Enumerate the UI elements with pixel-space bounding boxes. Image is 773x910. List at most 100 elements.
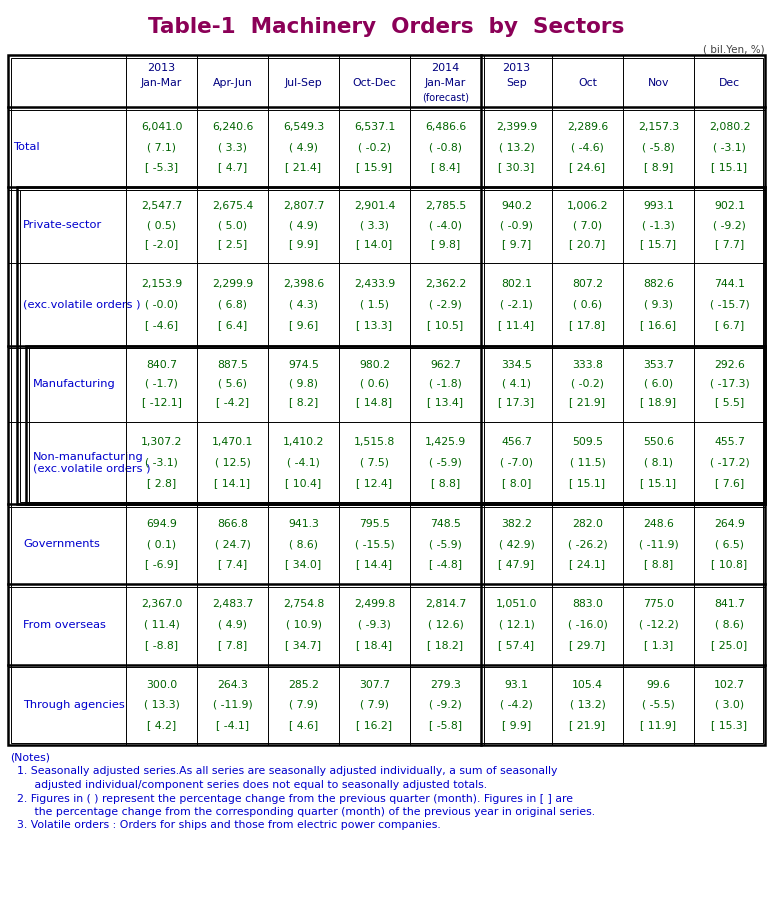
Text: 6,549.3: 6,549.3 — [283, 122, 324, 132]
Text: adjusted individual/component series does not equal to seasonally adjusted total: adjusted individual/component series doe… — [10, 780, 487, 790]
Text: 6,486.6: 6,486.6 — [425, 122, 466, 132]
Text: 456.7: 456.7 — [501, 437, 532, 447]
Text: 694.9: 694.9 — [146, 519, 177, 529]
Text: Sep: Sep — [506, 78, 527, 88]
Text: [ 15.9]: [ 15.9] — [356, 162, 393, 172]
Text: [ 6.7]: [ 6.7] — [715, 320, 744, 330]
Text: 2,807.7: 2,807.7 — [283, 201, 324, 211]
Text: [ 15.3]: [ 15.3] — [711, 720, 747, 730]
Text: [ 8.2]: [ 8.2] — [289, 398, 318, 408]
Text: [ 4.2]: [ 4.2] — [147, 720, 176, 730]
Text: [ 18.2]: [ 18.2] — [427, 640, 464, 650]
Text: ( -9.2): ( -9.2) — [713, 220, 746, 230]
Text: [ 7.8]: [ 7.8] — [218, 640, 247, 650]
Text: [ 47.9]: [ 47.9] — [499, 560, 535, 570]
Text: ( -11.9): ( -11.9) — [638, 540, 679, 550]
Text: 941.3: 941.3 — [288, 519, 319, 529]
Text: 2,547.7: 2,547.7 — [141, 201, 182, 211]
Text: 2,157.3: 2,157.3 — [638, 122, 679, 132]
Text: ( 7.9): ( 7.9) — [360, 700, 389, 710]
Text: 3. Volatile orders : Orders for ships and those from electric power companies.: 3. Volatile orders : Orders for ships an… — [10, 821, 441, 831]
Text: (forecast): (forecast) — [422, 92, 469, 102]
Text: ( -0.2): ( -0.2) — [358, 142, 391, 152]
Text: 93.1: 93.1 — [505, 680, 529, 690]
Text: 1,410.2: 1,410.2 — [283, 437, 324, 447]
Text: 993.1: 993.1 — [643, 201, 674, 211]
Text: Jan-Mar: Jan-Mar — [425, 78, 466, 88]
Text: ( -15.7): ( -15.7) — [710, 299, 749, 309]
Text: [ 9.8]: [ 9.8] — [431, 239, 460, 249]
Text: [ 9.7]: [ 9.7] — [502, 239, 531, 249]
Text: 866.8: 866.8 — [217, 519, 248, 529]
Text: [ 8.9]: [ 8.9] — [644, 162, 673, 172]
Text: [ 18.9]: [ 18.9] — [641, 398, 676, 408]
Text: 2,483.7: 2,483.7 — [212, 600, 253, 610]
Text: ( -7.0): ( -7.0) — [500, 458, 533, 468]
Text: ( 12.5): ( 12.5) — [215, 458, 250, 468]
Text: [ 8.4]: [ 8.4] — [431, 162, 460, 172]
Text: [ 15.1]: [ 15.1] — [641, 479, 676, 489]
Text: ( 3.3): ( 3.3) — [218, 142, 247, 152]
Text: [ 7.4]: [ 7.4] — [218, 560, 247, 570]
Text: 2,754.8: 2,754.8 — [283, 600, 324, 610]
Text: Governments: Governments — [23, 540, 100, 550]
Text: 6,537.1: 6,537.1 — [354, 122, 395, 132]
Text: ( 13.3): ( 13.3) — [144, 700, 179, 710]
Text: [ 8.8]: [ 8.8] — [431, 479, 460, 489]
Text: [ 21.9]: [ 21.9] — [570, 398, 605, 408]
Text: 2,299.9: 2,299.9 — [212, 278, 253, 288]
Text: ( -9.3): ( -9.3) — [358, 620, 391, 630]
Text: ( -2.9): ( -2.9) — [429, 299, 462, 309]
Text: 2,153.9: 2,153.9 — [141, 278, 182, 288]
Text: [ 17.8]: [ 17.8] — [570, 320, 605, 330]
Text: [ 18.4]: [ 18.4] — [356, 640, 393, 650]
Text: ( -1.3): ( -1.3) — [642, 220, 675, 230]
Text: ( 9.8): ( 9.8) — [289, 379, 318, 389]
Text: 382.2: 382.2 — [501, 519, 532, 529]
Text: Private-sector: Private-sector — [23, 220, 102, 230]
Text: 1,006.2: 1,006.2 — [567, 201, 608, 211]
Text: ( 13.2): ( 13.2) — [570, 700, 605, 710]
Text: [ -12.1]: [ -12.1] — [141, 398, 182, 408]
Text: 940.2: 940.2 — [501, 201, 532, 211]
Text: [ 10.4]: [ 10.4] — [285, 479, 322, 489]
Text: 1,470.1: 1,470.1 — [212, 437, 254, 447]
Text: 2014: 2014 — [431, 63, 460, 73]
Text: [ 24.6]: [ 24.6] — [570, 162, 605, 172]
Text: [ 12.4]: [ 12.4] — [356, 479, 393, 489]
Text: 292.6: 292.6 — [714, 359, 745, 369]
Text: [ 2.5]: [ 2.5] — [218, 239, 247, 249]
Text: ( -2.1): ( -2.1) — [500, 299, 533, 309]
Text: 99.6: 99.6 — [646, 680, 670, 690]
Text: ( bil.Yen, %): ( bil.Yen, %) — [703, 45, 765, 55]
Text: 334.5: 334.5 — [501, 359, 532, 369]
Text: [ 10.5]: [ 10.5] — [427, 320, 464, 330]
Bar — [8, 55, 765, 745]
Text: 2,675.4: 2,675.4 — [212, 201, 253, 211]
Text: [ 9.9]: [ 9.9] — [502, 720, 531, 730]
Text: ( -4.6): ( -4.6) — [571, 142, 604, 152]
Text: 775.0: 775.0 — [643, 600, 674, 610]
Text: 102.7: 102.7 — [714, 680, 745, 690]
Text: 841.7: 841.7 — [714, 600, 745, 610]
Text: [ 6.4]: [ 6.4] — [218, 320, 247, 330]
Text: ( -0.8): ( -0.8) — [429, 142, 462, 152]
Text: ( 12.1): ( 12.1) — [499, 620, 534, 630]
Text: 887.5: 887.5 — [217, 359, 248, 369]
Text: 2013: 2013 — [502, 63, 530, 73]
Text: 748.5: 748.5 — [430, 519, 461, 529]
Text: ( -12.2): ( -12.2) — [638, 620, 679, 630]
Text: [ 16.6]: [ 16.6] — [641, 320, 676, 330]
Text: 353.7: 353.7 — [643, 359, 674, 369]
Text: [ 10.8]: [ 10.8] — [711, 560, 747, 570]
Text: ( 4.9): ( 4.9) — [289, 142, 318, 152]
Text: 1. Seasonally adjusted series.As all series are seasonally adjusted individually: 1. Seasonally adjusted series.As all ser… — [10, 766, 557, 776]
Text: [ 13.3]: [ 13.3] — [356, 320, 393, 330]
Text: 6,041.0: 6,041.0 — [141, 122, 182, 132]
Text: ( 13.2): ( 13.2) — [499, 142, 534, 152]
Text: [ 34.7]: [ 34.7] — [285, 640, 322, 650]
Text: ( 3.0): ( 3.0) — [715, 700, 744, 710]
Text: 980.2: 980.2 — [359, 359, 390, 369]
Text: 300.0: 300.0 — [146, 680, 177, 690]
Text: [ -4.6]: [ -4.6] — [145, 320, 178, 330]
